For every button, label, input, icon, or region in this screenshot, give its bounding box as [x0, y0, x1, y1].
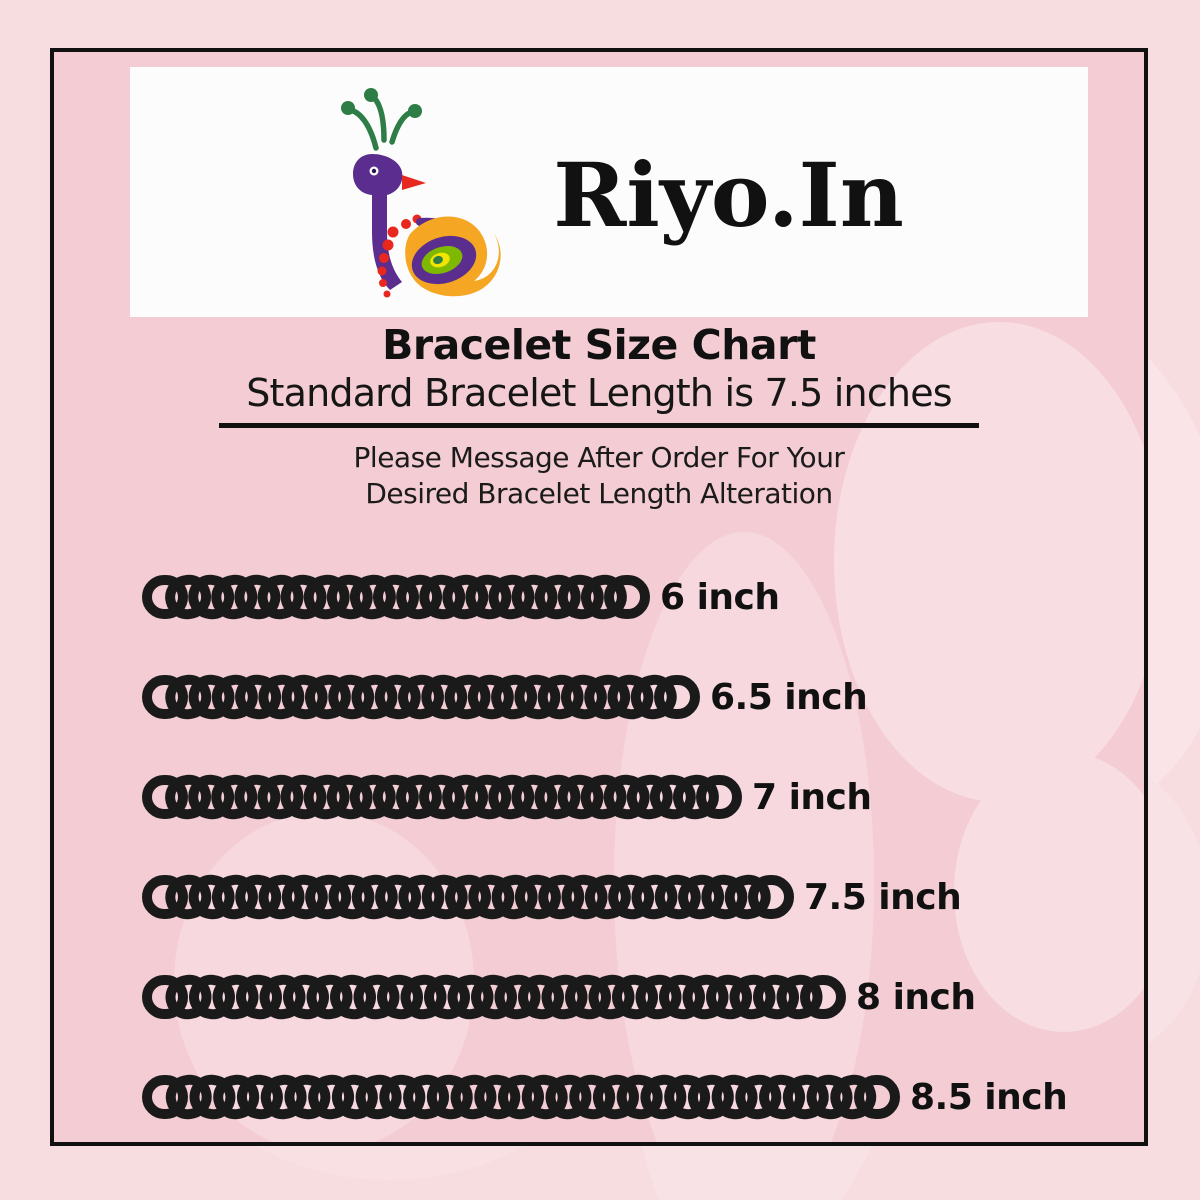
- title-divider: [219, 422, 979, 428]
- size-row: 7 inch: [54, 747, 1144, 847]
- order-note: Please Message After Order For Your Desi…: [54, 440, 1144, 512]
- size-row-list: 6 inch 6.5 inch 7 inch 7.5 inch 8 inch 8.5 in…: [54, 547, 1144, 1142]
- size-row: 6 inch: [54, 547, 1144, 647]
- size-row: 8 inch: [54, 947, 1144, 1047]
- bracelet-chain-bar: [142, 1071, 900, 1123]
- order-note-line-1: Please Message After Order For Your: [353, 440, 845, 474]
- peacock-logo-icon: [341, 87, 501, 297]
- size-row: 8.5 inch: [54, 1047, 1144, 1142]
- size-label: 8.5 inch: [910, 1076, 1068, 1118]
- chain-graphic: [142, 1074, 900, 1120]
- size-label: 6.5 inch: [710, 676, 868, 718]
- chain-graphic: [142, 674, 700, 720]
- bracelet-chain-bar: [142, 671, 700, 723]
- size-label: 7 inch: [752, 776, 872, 818]
- brand-name: Riyo.In: [553, 143, 904, 247]
- bracelet-chain-bar: [142, 571, 650, 623]
- page-title: Bracelet Size Chart: [382, 321, 816, 369]
- size-label: 7.5 inch: [804, 876, 962, 918]
- order-note-line-2: Desired Bracelet Length Alteration: [365, 476, 833, 510]
- page-subtitle: Standard Bracelet Length is 7.5 inches: [246, 371, 952, 416]
- heading-block: Bracelet Size Chart Standard Bracelet Le…: [54, 321, 1144, 512]
- size-label: 8 inch: [856, 976, 976, 1018]
- chain-graphic: [142, 774, 742, 820]
- size-label: 6 inch: [660, 576, 780, 618]
- brand-header: Riyo.In: [130, 67, 1088, 317]
- chain-graphic: [142, 574, 650, 620]
- chart-frame: Riyo.In Bracelet Size Chart Standard Bra…: [50, 48, 1148, 1146]
- bracelet-chain-bar: [142, 871, 794, 923]
- bracelet-chain-bar: [142, 771, 742, 823]
- size-row: 7.5 inch: [54, 847, 1144, 947]
- size-row: 6.5 inch: [54, 647, 1144, 747]
- chain-graphic: [142, 974, 846, 1020]
- chain-graphic: [142, 874, 794, 920]
- bracelet-chain-bar: [142, 971, 846, 1023]
